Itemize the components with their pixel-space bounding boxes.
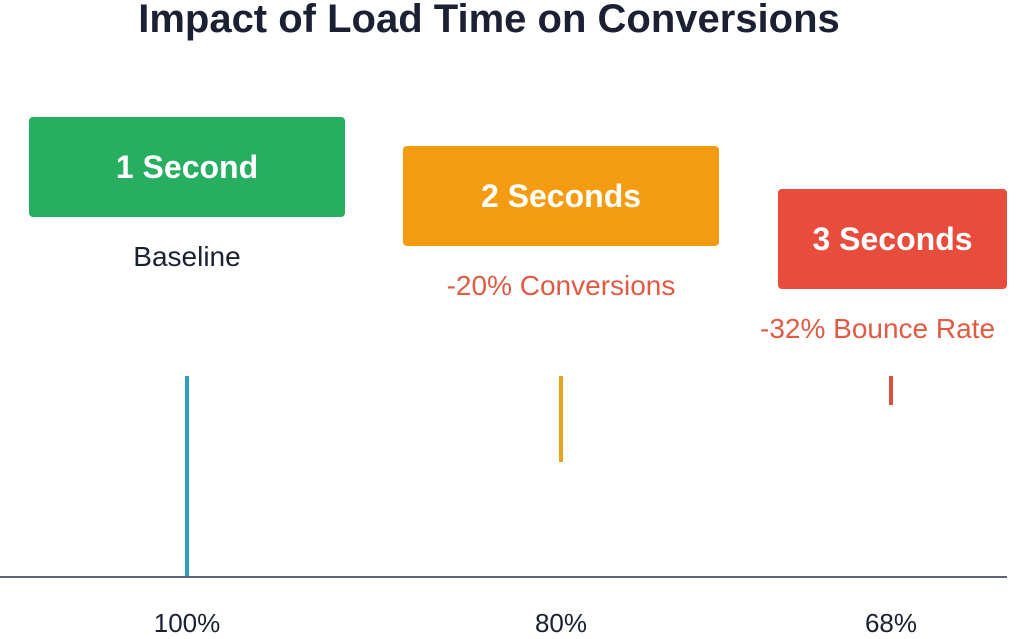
value-label-100: 100% — [153, 608, 221, 638]
value-label-68: 68% — [864, 608, 918, 638]
chart-title: Impact of Load Time on Conversions — [138, 0, 840, 41]
value-label-80: 80% — [534, 608, 588, 638]
category-card-3-seconds: 3 Seconds — [778, 189, 1007, 289]
annotation-conversions: -20% Conversions — [446, 270, 676, 301]
annotation-bounce-rate: -32% Bounce Rate — [760, 313, 996, 344]
annotation-baseline: Baseline — [133, 241, 241, 272]
category-card-2-seconds: 2 Seconds — [403, 146, 719, 246]
category-card-1-second: 1 Second — [29, 117, 345, 217]
